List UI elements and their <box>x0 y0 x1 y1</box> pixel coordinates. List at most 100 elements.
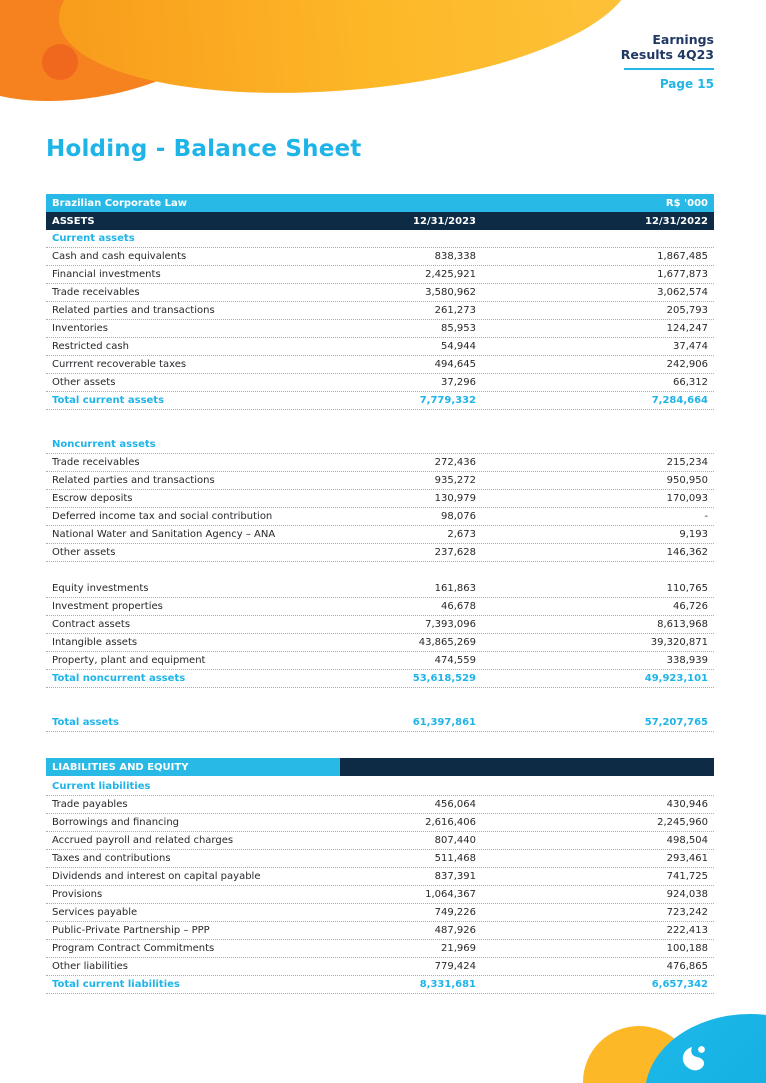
table-header-assets: ASSETS 12/31/2023 12/31/2022 <box>46 212 714 230</box>
band-fill <box>340 758 714 776</box>
value-2023: 261,273 <box>434 305 476 316</box>
row-label: National Water and Sanitation Agency – A… <box>52 529 276 540</box>
value-2023: 37,296 <box>441 377 476 388</box>
row-label: Deferred income tax and social contribut… <box>52 511 273 522</box>
value-2022: 1,677,873 <box>657 269 708 280</box>
table-row: Total assets 61,397,861 57,207,765 <box>46 714 714 732</box>
table-row: Total current assets 7,779,332 7,284,664 <box>46 392 714 410</box>
value-2023: 474,559 <box>434 655 476 666</box>
value-2023: 54,944 <box>441 341 476 352</box>
value-2023: 43,865,269 <box>418 637 476 648</box>
table-row: Total noncurrent assets 53,618,529 49,923,… <box>46 670 714 688</box>
band-label: LIABILITIES AND EQUITY <box>46 758 340 776</box>
top-orange-dot <box>42 44 78 80</box>
value-2022: 46,726 <box>673 601 708 612</box>
row-label: Noncurrent assets <box>52 439 156 450</box>
row-label: Trade payables <box>52 799 128 810</box>
value-2023: 2,673 <box>447 529 476 540</box>
value-2022: 100,188 <box>666 943 708 954</box>
value-2022: 3,062,574 <box>657 287 708 298</box>
row-label: Investment properties <box>52 601 163 612</box>
value-2022: 146,362 <box>666 547 708 558</box>
section-band: LIABILITIES AND EQUITY <box>46 758 714 776</box>
value-2023: 46,678 <box>441 601 476 612</box>
header-divider <box>624 68 714 70</box>
row-label: Related parties and transactions <box>52 305 215 316</box>
row-label: Intangible assets <box>52 637 138 648</box>
row-label: Other assets <box>52 547 116 558</box>
table-row: Intangible assets 43,865,269 39,320,871 <box>46 634 714 652</box>
table-row: Program Contract Commitments 21,969 100,18… <box>46 940 714 958</box>
page-title: Holding - Balance Sheet <box>46 136 362 162</box>
company-logo-icon <box>676 1040 712 1076</box>
table-header-law: Brazilian Corporate Law R$ '000 <box>46 194 714 212</box>
row-label: Cash and cash equivalents <box>52 251 187 262</box>
value-2023: 837,391 <box>434 871 476 882</box>
value-2023: 749,226 <box>434 907 476 918</box>
column-header-2023: 12/31/2023 <box>413 215 476 227</box>
bottom-cyan-blob <box>645 1014 766 1083</box>
row-label: Taxes and contributions <box>52 853 171 864</box>
top-yellow-blob <box>50 0 641 115</box>
table-row: Financial investments 2,425,921 1,677,873 <box>46 266 714 284</box>
row-label: Trade receivables <box>52 287 140 298</box>
table-spacer <box>46 732 714 758</box>
table-row: Investment properties 46,678 46,726 <box>46 598 714 616</box>
value-2023: 779,424 <box>434 961 476 972</box>
value-2022: 57,207,765 <box>644 717 708 728</box>
table-row: Contract assets 7,393,096 8,613,968 <box>46 616 714 634</box>
row-label: Accrued payroll and related charges <box>52 835 234 846</box>
table-row: Equity investments 161,863 110,765 <box>46 580 714 598</box>
table-row: Other liabilities 779,424 476,865 <box>46 958 714 976</box>
row-label: Borrowings and financing <box>52 817 180 828</box>
table-row: Provisions 1,064,367 924,038 <box>46 886 714 904</box>
row-label: Currrent recoverable taxes <box>52 359 187 370</box>
table-row: Property, plant and equipment 474,559 338,… <box>46 652 714 670</box>
row-label: Services payable <box>52 907 138 918</box>
value-2023: 487,926 <box>434 925 476 936</box>
table-row: Inventories 85,953 124,247 <box>46 320 714 338</box>
value-2022: 110,765 <box>666 583 708 594</box>
value-2022: 39,320,871 <box>650 637 708 648</box>
table-row: Other assets 37,296 66,312 <box>46 374 714 392</box>
value-2023: 7,393,096 <box>425 619 476 630</box>
table-row: Public-Private Partnership – PPP 487,926 2… <box>46 922 714 940</box>
table-row: Trade payables 456,064 430,946 <box>46 796 714 814</box>
column-header-2022: 12/31/2022 <box>645 215 708 227</box>
table-row: Trade receivables 3,580,962 3,062,574 <box>46 284 714 302</box>
value-2023: 98,076 <box>441 511 476 522</box>
bottom-yellow-circle <box>583 1026 695 1083</box>
table-spacer <box>46 562 714 580</box>
value-2023: 237,628 <box>434 547 476 558</box>
table-row: Dividends and interest on capital payabl… <box>46 868 714 886</box>
value-2022: 950,950 <box>666 475 708 486</box>
value-2022: 476,865 <box>666 961 708 972</box>
value-2022: 741,725 <box>666 871 708 882</box>
value-2022: 124,247 <box>666 323 708 334</box>
row-label: Public-Private Partnership – PPP <box>52 925 210 936</box>
value-2022: 6,657,342 <box>651 979 708 990</box>
row-label: Trade receivables <box>52 457 140 468</box>
table-row: Related parties and transactions 261,273 2… <box>46 302 714 320</box>
value-2023: 3,580,962 <box>425 287 476 298</box>
value-2022: 7,284,664 <box>651 395 708 406</box>
value-2022: 8,613,968 <box>657 619 708 630</box>
value-2023: 494,645 <box>434 359 476 370</box>
table-row: Other assets 237,628 146,362 <box>46 544 714 562</box>
value-2023: 511,468 <box>434 853 476 864</box>
row-label: Program Contract Commitments <box>52 943 215 954</box>
value-2022: 293,461 <box>666 853 708 864</box>
row-label: Total noncurrent assets <box>52 673 186 684</box>
row-label: Current liabilities <box>52 781 151 792</box>
row-label: Total assets <box>52 717 119 728</box>
value-2022: 498,504 <box>666 835 708 846</box>
row-label: Restricted cash <box>52 341 129 352</box>
value-2023: 2,425,921 <box>425 269 476 280</box>
table-row: National Water and Sanitation Agency – A… <box>46 526 714 544</box>
table-rows: Current assets Cash and cash equivalents 8… <box>46 230 714 994</box>
row-label: Other liabilities <box>52 961 129 972</box>
value-2023: 272,436 <box>434 457 476 468</box>
assets-header-label: ASSETS <box>52 215 95 227</box>
value-2023: 935,272 <box>434 475 476 486</box>
